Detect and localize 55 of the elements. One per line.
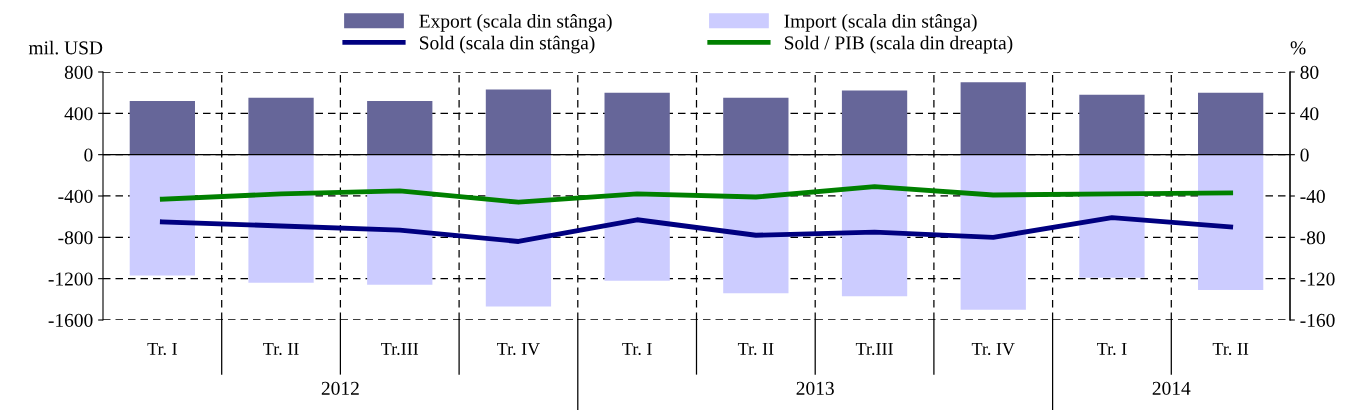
- y-axis-title: mil. USD: [28, 40, 103, 55]
- bar: [129, 154, 195, 276]
- bar: [604, 92, 670, 155]
- legend-label: Import (scala din stânga): [784, 14, 977, 32]
- bar: [248, 154, 314, 283]
- x-tick-label: Tr. I: [1097, 342, 1127, 356]
- line-series: [159, 184, 1234, 205]
- x-tick-label: Tr. II: [263, 342, 299, 356]
- legend-label: Sold / PIB (scala din dreapta): [784, 35, 1013, 54]
- line-series: [159, 215, 1234, 244]
- y-tick-label: 400: [64, 107, 93, 121]
- x-tick-label: Tr. IV: [497, 342, 540, 356]
- y-tick-label: 0: [84, 148, 93, 162]
- x-tick-label: Tr. IV: [971, 342, 1015, 356]
- bar: [485, 89, 552, 155]
- x-tick-label: Tr. I: [622, 342, 652, 356]
- bar: [960, 154, 1026, 310]
- bar: [129, 100, 195, 155]
- bar: [367, 100, 433, 155]
- y-tick-label: -800: [58, 231, 93, 245]
- y2-tick-label: 40: [1300, 107, 1319, 121]
- x-tick-label: Tr. II: [1212, 342, 1249, 356]
- bar: [1079, 94, 1145, 155]
- x-tick-label: Tr. II: [737, 342, 774, 356]
- bar: [841, 154, 908, 297]
- legend-label: Export (scala din stânga): [419, 14, 612, 32]
- bar: [723, 97, 789, 155]
- text: 2014: [1152, 381, 1191, 395]
- bar: [841, 90, 908, 155]
- x-tick-label: Tr.III: [855, 342, 893, 356]
- x-tick-label: Tr.III: [381, 342, 419, 356]
- bar: [248, 97, 314, 155]
- bar: [1079, 154, 1145, 278]
- text: 2013: [796, 381, 834, 395]
- y2-tick-label: 80: [1300, 65, 1319, 79]
- y-tick-label: -1200: [48, 272, 93, 286]
- y2-axis-title: %: [1290, 41, 1306, 55]
- bar: [1198, 92, 1264, 155]
- bar: [723, 154, 789, 294]
- x-tick-label: Tr. I: [147, 342, 177, 356]
- y2-tick-label: 0: [1300, 148, 1309, 162]
- bar: [367, 154, 433, 285]
- bar: [485, 154, 552, 307]
- y2-tick-label: -40: [1300, 189, 1325, 203]
- y2-tick-label: -80: [1300, 231, 1325, 245]
- y2-tick-label: -120: [1300, 272, 1335, 286]
- y2-tick-label: -160: [1300, 313, 1335, 327]
- bar: [604, 154, 670, 281]
- text: 2012: [321, 381, 359, 395]
- bar: [1198, 154, 1264, 291]
- bar: [960, 82, 1026, 155]
- y-tick-label: 800: [64, 65, 93, 79]
- y-tick-label: -400: [58, 189, 93, 203]
- legend-label: Sold (scala din stânga): [420, 35, 595, 54]
- y-tick-label: -1600: [48, 313, 93, 327]
